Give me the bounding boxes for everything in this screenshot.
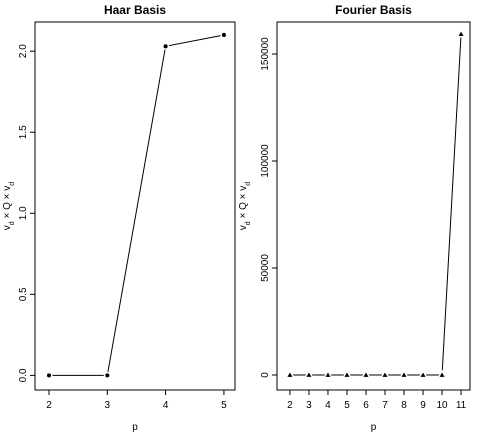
marker xyxy=(379,369,391,379)
x-tick-label: 7 xyxy=(382,400,388,411)
y-tick-label: 100000 xyxy=(260,144,271,178)
chart-title: Haar Basis xyxy=(104,3,166,17)
x-tick-label: 8 xyxy=(401,400,407,411)
x-tick-label: 6 xyxy=(363,400,369,411)
marker xyxy=(417,369,429,379)
marker xyxy=(360,369,372,379)
marker xyxy=(45,371,53,379)
y-tick-label: 0.0 xyxy=(18,368,29,382)
marker xyxy=(284,369,296,379)
y-axis-label-part: × Q × v xyxy=(238,186,249,222)
x-tick-label: 2 xyxy=(287,400,293,411)
marker xyxy=(303,369,315,379)
marker xyxy=(398,369,410,379)
x-axis-label: p xyxy=(371,422,377,432)
x-tick-label: 3 xyxy=(306,400,312,411)
y-tick-label: 2.0 xyxy=(18,44,29,58)
data-line xyxy=(289,34,462,376)
y-tick-label: 50000 xyxy=(260,254,271,282)
marker xyxy=(455,28,467,38)
y-axis-label: vd × Q × vd xyxy=(2,182,16,230)
y-axis-label-part: d xyxy=(9,221,16,225)
x-tick-label: 9 xyxy=(420,400,426,411)
chart-title: Fourier Basis xyxy=(335,3,412,17)
marker xyxy=(341,369,353,379)
marker xyxy=(220,31,228,39)
x-tick-label: 3 xyxy=(105,400,111,411)
y-tick-label: 0.5 xyxy=(18,287,29,301)
marker xyxy=(436,369,448,379)
x-tick-label: 2 xyxy=(46,400,52,411)
x-axis-label: p xyxy=(132,422,138,432)
plot-frame xyxy=(276,21,471,391)
x-tick-label: 5 xyxy=(344,400,350,411)
y-axis-label-part: d xyxy=(245,221,252,225)
y-axis-label-part: d xyxy=(9,182,16,186)
data-line xyxy=(48,34,225,376)
y-axis-label-part: v xyxy=(2,225,13,230)
y-tick-label: 0 xyxy=(260,372,271,378)
x-tick-label: 4 xyxy=(325,400,331,411)
marker xyxy=(322,369,334,379)
x-tick-label: 4 xyxy=(163,400,169,411)
y-axis-label-part: d xyxy=(245,182,252,186)
y-tick-label: 1.0 xyxy=(18,206,29,220)
x-tick-label: 11 xyxy=(456,400,467,411)
marker xyxy=(162,42,170,50)
x-tick-label: 10 xyxy=(436,400,448,411)
y-axis-label-part: × Q × v xyxy=(2,186,13,222)
y-tick-label: 1.5 xyxy=(18,125,29,139)
plot-frame xyxy=(34,21,236,391)
marker xyxy=(103,371,111,379)
y-axis-label: vd × Q × vd xyxy=(238,182,252,230)
y-tick-label: 150000 xyxy=(260,37,271,71)
y-axis-label-part: v xyxy=(238,225,249,230)
x-tick-label: 5 xyxy=(221,400,227,411)
